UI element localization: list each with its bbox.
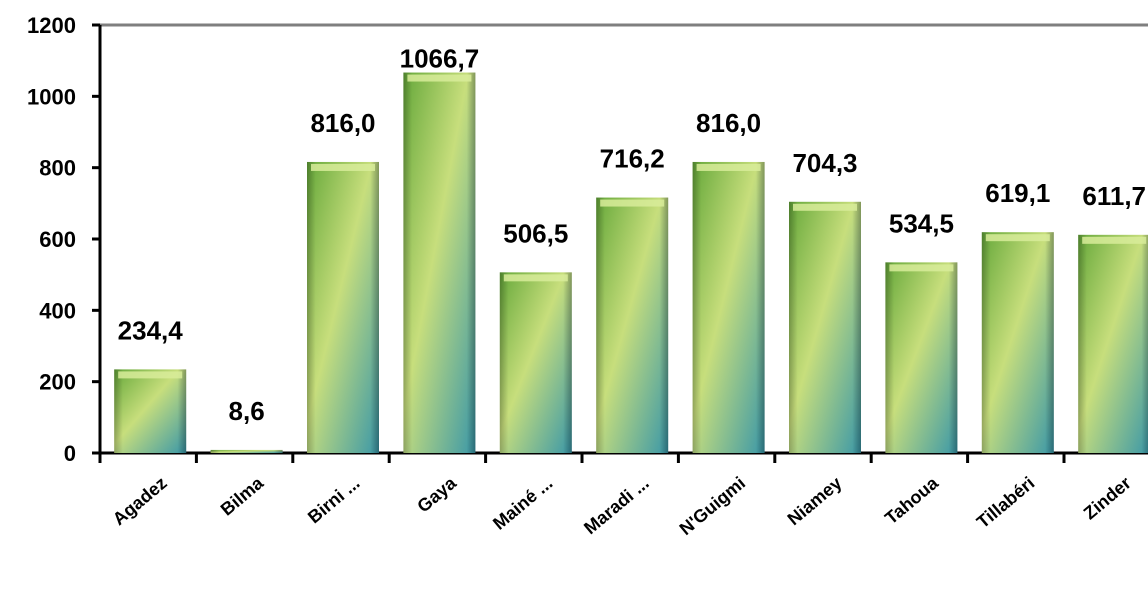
- bar-shading: [596, 197, 669, 453]
- bar-shading: [692, 161, 765, 453]
- category-label: Niamey: [784, 473, 846, 529]
- data-label: 716,2: [600, 144, 665, 174]
- category-label: Zinder: [1080, 473, 1135, 524]
- y-tick-label: 0: [64, 441, 76, 466]
- data-label: 816,0: [310, 108, 375, 138]
- category-label: Tillabéri: [973, 473, 1038, 532]
- data-label: 611,7: [1082, 181, 1146, 211]
- y-tick-label: 1000: [27, 84, 76, 109]
- data-label: 506,5: [503, 218, 568, 248]
- bar-cap: [985, 234, 1050, 242]
- data-label: 704,3: [792, 148, 857, 178]
- data-label: 8,6: [229, 396, 265, 426]
- bar-shading: [307, 161, 379, 453]
- data-label: 619,1: [985, 178, 1050, 208]
- bar-shading: [403, 72, 476, 453]
- bar-shading: [1078, 234, 1148, 453]
- bar-cap: [503, 274, 568, 282]
- y-tick-label: 200: [39, 370, 76, 395]
- plot-area: 0 200 400 600 800 1000 1200 234,4 Agadez 8,6 Bilma…: [27, 13, 1148, 539]
- bar-cap: [1082, 236, 1147, 244]
- data-label: 234,4: [118, 315, 184, 345]
- bar-shading: [885, 262, 958, 453]
- bar-shading: [789, 201, 861, 453]
- data-label: 534,5: [889, 208, 954, 238]
- category-label: Maradi ...: [580, 473, 653, 538]
- category-label: Mainé ...: [489, 473, 556, 534]
- y-tick-label: 800: [39, 156, 76, 181]
- bar-cap: [793, 203, 857, 211]
- bar-shading: [114, 369, 187, 453]
- bar-cap: [407, 74, 472, 82]
- y-tick-label: 600: [39, 227, 76, 252]
- category-label: N'Guigmi: [676, 473, 750, 539]
- data-label: 816,0: [696, 108, 761, 138]
- bar-shading: [210, 449, 283, 453]
- category-label: Birni ...: [304, 473, 364, 528]
- category-label: Tahoua: [881, 472, 943, 528]
- category-label: Bilma: [217, 472, 268, 519]
- data-label: 1066,7: [400, 44, 480, 74]
- bar-cap: [696, 163, 761, 171]
- bar-shading: [981, 232, 1054, 453]
- bar-shading: [499, 272, 572, 453]
- y-tick-label: 1200: [27, 13, 76, 38]
- category-label: Gaya: [413, 472, 460, 516]
- category-label: Agadez: [109, 473, 171, 529]
- bar-cap: [311, 163, 375, 171]
- bar-cap: [118, 371, 183, 379]
- y-tick-label: 400: [39, 298, 76, 323]
- bar-cap: [600, 199, 665, 207]
- bar-cap: [889, 264, 954, 272]
